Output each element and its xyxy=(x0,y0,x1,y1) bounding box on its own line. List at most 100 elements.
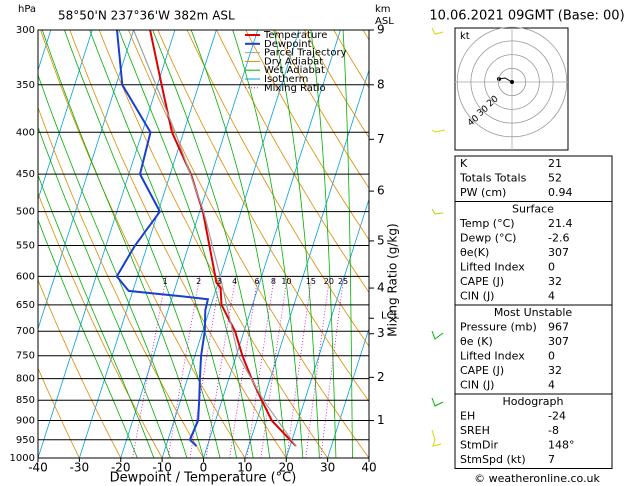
dry-adiabat xyxy=(245,30,369,241)
mixing-ratio-line xyxy=(246,276,275,458)
mixing-ratio-label: 1 xyxy=(163,277,168,286)
y-tick-label: 500 xyxy=(16,207,35,218)
y-tick-label: 400 xyxy=(16,127,35,138)
mixing-ratio-label: 8 xyxy=(271,277,276,286)
wet-adiabat xyxy=(41,30,204,458)
mixing-ratio-line xyxy=(305,276,330,458)
row-label: Totals Totals xyxy=(459,172,527,185)
hodograph-trace xyxy=(498,77,513,83)
legend-label: Temperature xyxy=(263,30,327,41)
row-label: PW (cm) xyxy=(460,186,506,199)
mixing-ratio-line xyxy=(286,276,313,458)
isotherm xyxy=(327,327,369,458)
row-value: -24 xyxy=(548,410,566,423)
isotherm xyxy=(244,68,369,458)
section-title: Most Unstable xyxy=(494,306,573,319)
hodograph-ring xyxy=(456,26,568,138)
x-axis-label: Dewpoint / Temperature (°C) xyxy=(110,471,297,486)
hpa-label: hPa xyxy=(18,4,36,15)
km-tick-label: 8 xyxy=(377,77,385,91)
x-tick-label: 10 xyxy=(237,461,252,475)
wet-adiabat xyxy=(310,30,337,458)
km-label: km xyxy=(375,4,391,15)
wind-barbs xyxy=(431,27,446,447)
row-value: 4 xyxy=(548,290,555,303)
x-tick-label: 30 xyxy=(320,461,335,475)
dry-adiabat xyxy=(38,367,80,458)
dry-adiabat xyxy=(274,30,369,189)
mixing-ratio-label: 10 xyxy=(281,277,291,286)
wet-adiabat xyxy=(152,30,271,458)
row-label: EH xyxy=(460,410,475,423)
km-tick-label: 7 xyxy=(377,132,385,146)
row-value: 0 xyxy=(548,350,555,363)
row-value: 21.4 xyxy=(548,217,573,230)
mixing-ratio-label: 20 xyxy=(324,277,334,286)
row-value: 7 xyxy=(548,453,555,466)
wind-barb xyxy=(431,129,446,133)
y-tick-label: 800 xyxy=(16,374,35,385)
km-tick-label: 5 xyxy=(377,233,385,247)
y-tick-label: 900 xyxy=(16,416,35,427)
x-tick-label: 0 xyxy=(200,461,208,475)
y-tick-label: 300 xyxy=(16,25,35,36)
background-lines xyxy=(0,30,369,458)
hodograph-ring xyxy=(484,54,540,110)
legend-label: Dewpoint xyxy=(264,39,312,50)
wind-barb xyxy=(431,27,444,35)
legend-label: Dry Adiabat xyxy=(264,56,323,67)
row-value: 0 xyxy=(548,261,555,274)
dry-adiabat xyxy=(216,30,369,294)
hodograph-unit: kt xyxy=(460,31,470,42)
dry-adiabat xyxy=(98,30,328,458)
mixing-ratio-label: 15 xyxy=(306,277,316,286)
y-tick-label: 1000 xyxy=(10,453,35,464)
y-tick-label: 600 xyxy=(16,271,35,282)
wind-barb xyxy=(431,330,444,340)
y2-axis-label: Mixing Ratio (g/kg) xyxy=(386,223,400,336)
section-title: Surface xyxy=(512,203,554,216)
wet-adiabat xyxy=(64,30,221,458)
isotherm xyxy=(0,30,9,458)
y-tick-label: 750 xyxy=(16,351,35,362)
legend-label: Isotherm xyxy=(264,74,308,85)
mixing-ratio-label: 4 xyxy=(232,277,237,286)
profile-line xyxy=(115,30,210,447)
row-label: Dewp (°C) xyxy=(460,232,516,245)
row-value: -2.6 xyxy=(548,232,569,245)
row-label: StmDir xyxy=(460,439,499,452)
mixing-ratio-line xyxy=(167,276,201,458)
isotherm xyxy=(161,30,300,458)
row-label: CIN (J) xyxy=(460,290,494,303)
indices-table: K 21 Totals Totals 52 PW (cm) 0.94 SurfaceTemp… xyxy=(454,155,613,469)
row-value: 307 xyxy=(548,335,569,348)
row-label: θe (K) xyxy=(460,335,493,348)
y-tick-label: 450 xyxy=(16,169,35,180)
hodograph-ring xyxy=(497,67,527,97)
isotherm xyxy=(120,30,259,458)
mixing-ratio-line xyxy=(260,276,288,458)
plot-frame xyxy=(37,29,370,459)
isotherm xyxy=(38,30,93,201)
row-label: Pressure (mb) xyxy=(460,321,537,334)
row-value: 307 xyxy=(548,246,569,259)
km-tick-label: 9 xyxy=(377,23,385,37)
mixing-ratio-label: 25 xyxy=(338,277,348,286)
mixing-ratio-line xyxy=(205,276,237,458)
row-label: Lifted Index xyxy=(460,261,525,274)
row-label: CAPE (J) xyxy=(460,275,504,288)
hodograph-point xyxy=(510,80,514,84)
row-value: 0.94 xyxy=(548,186,573,199)
km-tick-label: 4 xyxy=(377,281,385,295)
isotherm xyxy=(38,30,176,458)
location: 58°50'N 237°36'W 382m ASL xyxy=(58,9,235,23)
km-tick-label: 1 xyxy=(377,413,385,427)
isotherm xyxy=(285,198,369,458)
y-tick-label: 550 xyxy=(16,240,35,251)
profile-line xyxy=(149,30,297,447)
km-tick-label: 2 xyxy=(377,370,385,384)
row-label: CIN (J) xyxy=(460,379,494,392)
mixing-ratio-label: 6 xyxy=(254,277,259,286)
